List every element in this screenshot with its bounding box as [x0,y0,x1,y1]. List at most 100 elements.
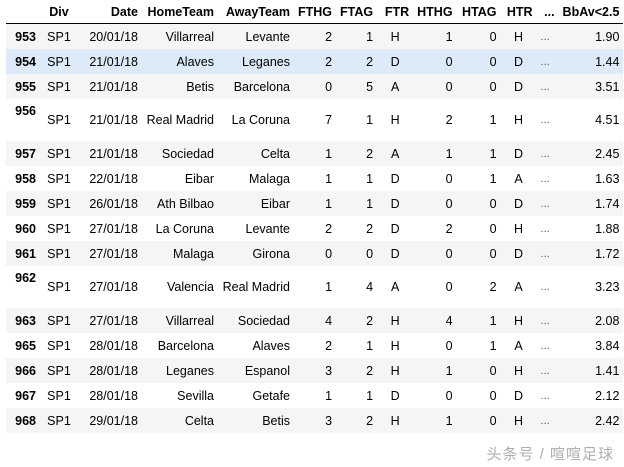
table-row[interactable]: 954 SP1 21/01/18 Alaves Leganes 2 2 D 0 0 D... 1.44 [6,49,624,74]
cell: H [514,363,524,378]
cell: ... [540,314,550,327]
table-row[interactable]: 963 SP1 27/01/18 Villarreal Sociedad 4 2 H 4 1 H..… [6,308,624,333]
cell: 4.51 [595,113,620,127]
cell: ... [540,364,550,377]
cell: 2 [325,221,333,236]
table-row[interactable]: 965 SP1 28/01/18 Barcelona Alaves 2 1 H 0 1 A... 3.… [6,333,623,358]
cell: 21/01/18 [89,54,138,69]
table-row[interactable]: 958 SP1 22/01/18 Eibar Malaga 1 1 D 0 1 A... 1.63 [6,166,623,191]
column-header: HomeTeam [142,0,218,24]
cell: 1 [366,171,374,186]
column-header: AwayTeam [218,0,294,24]
cell: 22/01/18 [89,171,138,186]
column-header: HTHG [413,0,457,24]
cell: A [514,280,523,294]
table-row[interactable]: 959 SP1 26/01/18 Ath Bilbao Eibar 1 1 D 0 0 D... 1.… [6,191,624,216]
cell: 27/01/18 [89,313,138,328]
cell: ... [540,147,550,160]
table-row[interactable]: 968 SP1 29/01/18 Celta Betis 3 2 H 1 0 H... 2.42 [6,408,624,433]
column-header: ... [536,0,559,24]
cell: 2.42 [595,413,620,428]
cell: Barcelona [157,338,214,353]
cell: A [514,338,523,353]
cell: H [390,29,400,44]
cell: 21/01/18 [89,146,138,161]
cell: 2 [366,54,374,69]
row-index: 962 [15,271,36,285]
cell: SP1 [47,246,71,261]
cell: Sociedad [237,313,290,328]
cell: 0 [489,54,497,69]
cell: Girona [252,246,290,261]
header-row: Div Date HomeTeam AwayTeam FTHG FTAG FTR HTHG HT… [6,0,624,24]
cell: 1 [366,388,374,403]
cell: D [390,221,400,236]
cell: ... [540,247,550,260]
cell: A [390,146,400,161]
table-row[interactable]: 966 SP1 28/01/18 Leganes Espanol 3 2 H 1 0 H... 1.4… [6,358,624,383]
cell: 0 [325,246,333,261]
cell: 0 [445,338,453,353]
cell: H [514,29,524,44]
table-row[interactable]: 957 SP1 21/01/18 Sociedad Celta 1 2 A 1 1 D... 2.45 [6,141,624,166]
dataframe-table: Div Date HomeTeam AwayTeam FTHG FTAG FTR HTHG HT… [6,0,624,433]
cell: Sociedad [161,146,214,161]
cell: 0 [445,54,453,69]
cell: D [514,79,524,94]
cell: 21/01/18 [89,113,138,127]
cell: Eibar [260,196,290,211]
table-row[interactable]: 962 SP1 27/01/18 Valencia Real Madrid 1 4 A 0 2 A.… [6,266,623,308]
cell: H [514,113,524,127]
cell: H [390,113,400,127]
table-row[interactable]: 955 SP1 21/01/18 Betis Barcelona 0 5 A 0 0 D... 3.5… [6,74,624,99]
cell: 1 [489,146,497,161]
table-row[interactable]: 961 SP1 27/01/18 Malaga Girona 0 0 D 0 0 D... 1.72 [6,241,624,266]
cell: 3.84 [595,338,620,353]
cell: 1 [366,29,374,44]
cell: 1.41 [595,363,620,378]
cell: 26/01/18 [89,196,138,211]
cell: SP1 [47,113,71,127]
cell: H [390,338,400,353]
column-header: HTR [500,0,537,24]
cell: 4 [445,313,453,328]
column-header: FTR [377,0,414,24]
cell: ... [540,80,550,93]
cell: 0 [445,196,453,211]
cell: D [514,146,524,161]
cell: 2 [325,54,333,69]
cell: 2 [366,363,374,378]
cell: ... [540,414,550,427]
cell: 28/01/18 [89,338,138,353]
cell: 0 [489,388,497,403]
cell: 1 [366,338,374,353]
cell: Alaves [252,338,290,353]
cell: 21/01/18 [89,79,138,94]
column-header: Div [40,0,78,24]
column-header: BbAv<2.5 [558,0,624,24]
cell: 0 [489,79,497,94]
cell: ... [540,197,550,210]
cell: Leganes [242,54,290,69]
cell: H [390,363,400,378]
cell: 1 [325,388,333,403]
table-row[interactable]: 960 SP1 27/01/18 La Coruna Levante 2 2 D 2 0 H... 1… [6,216,623,241]
cell: A [390,280,400,294]
cell: La Coruna [231,113,290,127]
table-row[interactable]: 967 SP1 28/01/18 Sevilla Getafe 1 1 D 0 0 D... 2.12 [6,383,623,408]
cell: SP1 [47,146,71,161]
cell: H [514,221,524,236]
cell: 1 [325,196,333,211]
cell: Betis [186,79,214,94]
table-row[interactable]: 953 SP1 20/01/18 Villarreal Levante 2 1 H 1 0 H...… [6,23,624,49]
table-body: 953 SP1 20/01/18 Villarreal Levante 2 1 H 1 0 H...… [6,23,624,433]
cell: 2 [445,221,453,236]
cell: SP1 [47,171,71,186]
row-index: 955 [15,79,36,94]
cell: 2 [445,113,453,127]
table-row[interactable]: 956 SP1 21/01/18 Real Madrid La Coruna 7 1 H 2 1 H… [6,99,623,141]
watermark: 头条号 / 喧喧足球 [486,446,614,463]
cell: 3.23 [595,280,620,294]
cell: Alaves [176,54,214,69]
row-index: 961 [15,246,36,261]
